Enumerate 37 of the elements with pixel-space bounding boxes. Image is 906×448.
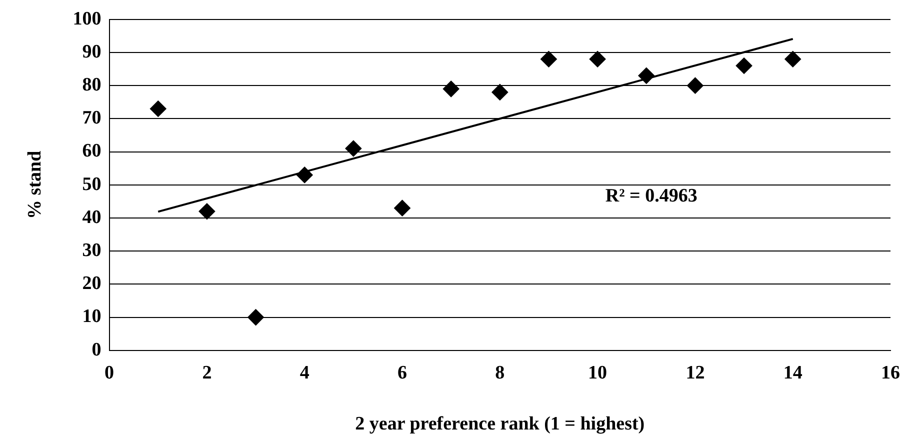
x-tick-label: 12 bbox=[686, 362, 705, 384]
point bbox=[248, 309, 264, 326]
annotation: R² = 0.4963 bbox=[605, 185, 698, 206]
point bbox=[394, 200, 410, 216]
point bbox=[296, 166, 313, 183]
point bbox=[540, 51, 557, 68]
x-axis-title: 2 year preference rank (1 = highest) bbox=[355, 414, 645, 435]
point bbox=[492, 84, 508, 100]
point bbox=[345, 140, 362, 156]
point bbox=[784, 51, 801, 68]
y-tick-label: 70 bbox=[82, 108, 102, 129]
y-tick-label: 0 bbox=[92, 339, 102, 360]
y-tick-label: 100 bbox=[72, 8, 102, 30]
y-tick-label: 80 bbox=[82, 74, 102, 96]
y-tick-label: 50 bbox=[82, 174, 102, 195]
y-axis-title: % stand bbox=[24, 150, 46, 219]
point bbox=[150, 100, 166, 117]
x-tick-label: 2 bbox=[202, 362, 212, 384]
x-tick-label: 8 bbox=[495, 362, 505, 384]
y-tick-label: 90 bbox=[82, 41, 102, 62]
x-tick-label: 10 bbox=[588, 362, 608, 384]
point bbox=[198, 203, 215, 220]
point bbox=[443, 80, 460, 97]
point bbox=[736, 58, 752, 74]
x-tick-label: 16 bbox=[881, 362, 900, 384]
y-tick-label: 10 bbox=[82, 306, 102, 328]
y-tick-label: 20 bbox=[82, 273, 102, 294]
x-tick-label: 6 bbox=[398, 362, 407, 384]
y-tick-label: 60 bbox=[82, 140, 102, 162]
x-tick-label: 4 bbox=[300, 362, 310, 384]
point bbox=[687, 78, 704, 94]
y-tick-label: 40 bbox=[82, 206, 102, 228]
y-tick-label: 30 bbox=[82, 240, 102, 262]
x-tick-label: 0 bbox=[104, 362, 114, 384]
point bbox=[590, 51, 606, 68]
x-tick-label: 14 bbox=[783, 362, 803, 384]
point bbox=[638, 68, 654, 84]
